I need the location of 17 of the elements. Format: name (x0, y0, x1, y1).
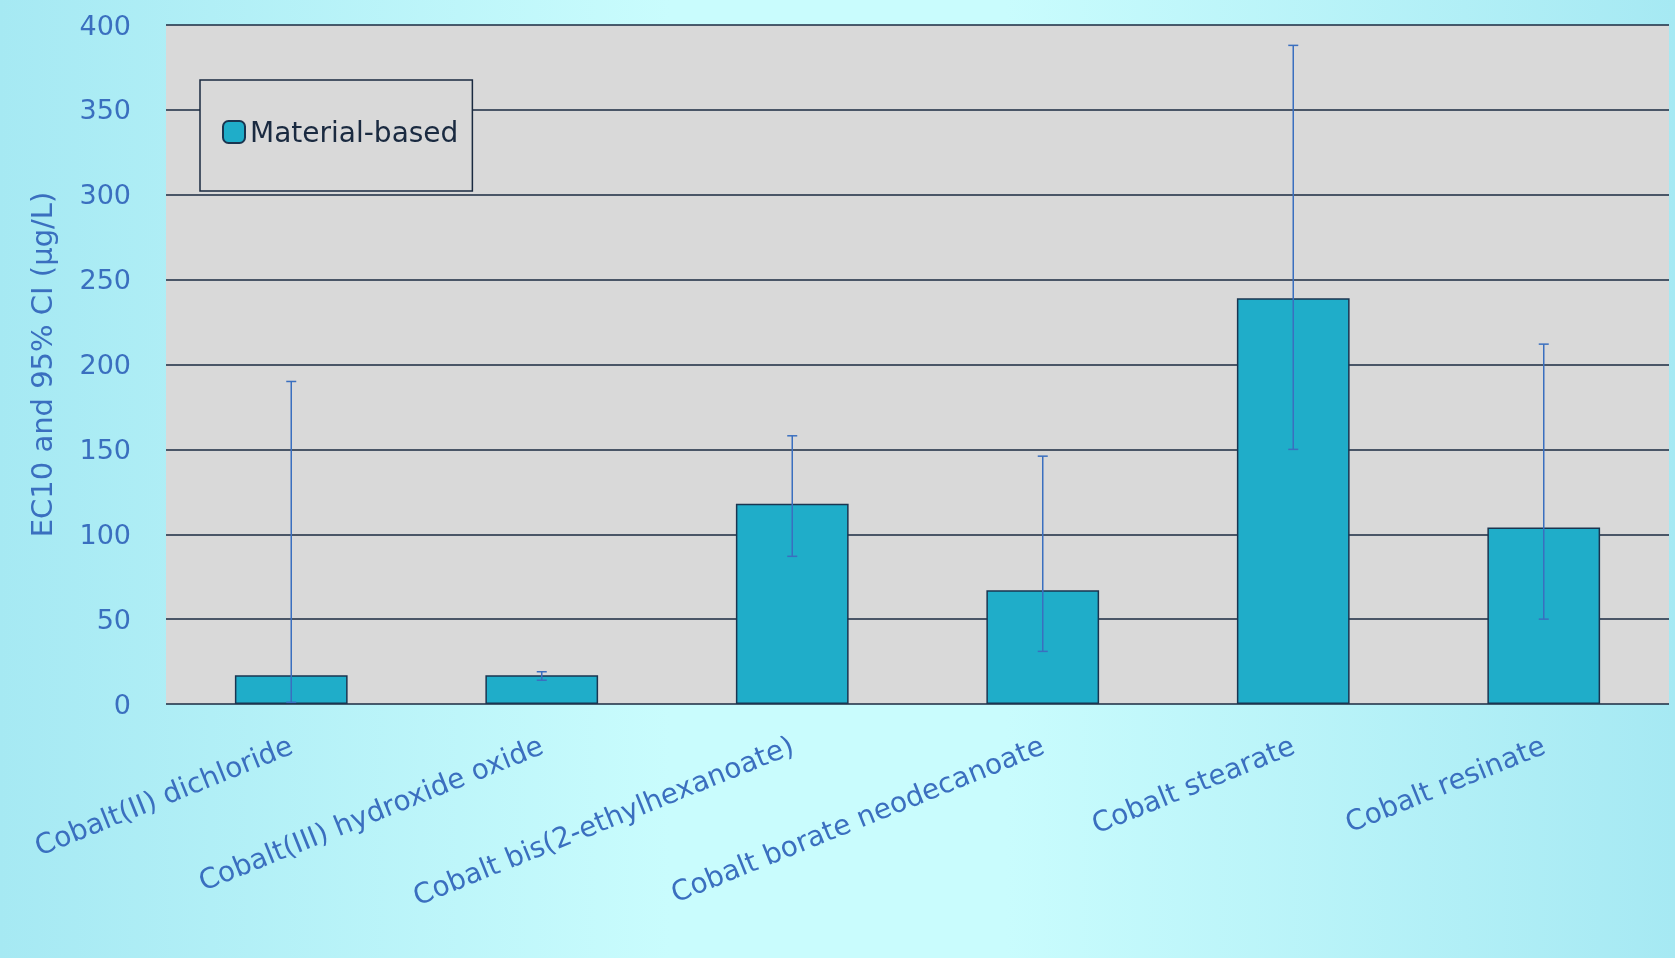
y-tick-label: 250 (79, 264, 131, 296)
bar (485, 675, 599, 704)
bar (735, 503, 849, 704)
legend-label: Material-based (250, 115, 459, 149)
y-tick-label: 100 (79, 518, 131, 550)
bar (1487, 527, 1601, 704)
bar (1236, 298, 1350, 704)
y-tick-label: 150 (79, 433, 131, 465)
bar (234, 675, 348, 704)
y-tick-label: 200 (79, 349, 131, 380)
bar (986, 590, 1100, 704)
y-tick-label: 300 (79, 179, 131, 211)
y-tick-label: 50 (96, 603, 131, 635)
y-tick-label: 0 (113, 688, 131, 720)
y-tick-label: 350 (79, 94, 131, 126)
y-axis-title: EC10 and 95% CI (µg/L) (24, 191, 59, 538)
y-tick-label: 400 (79, 9, 131, 41)
